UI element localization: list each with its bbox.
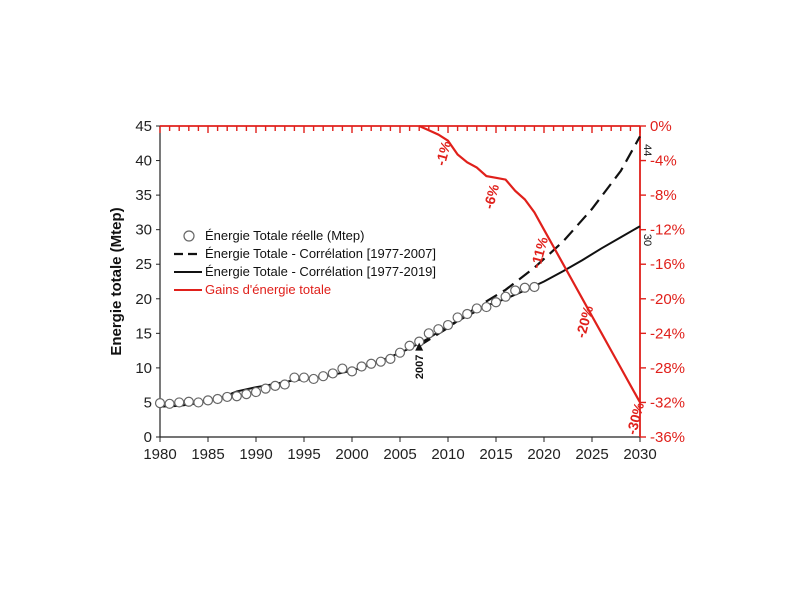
x-tick-label: 2010	[431, 446, 464, 463]
data-point-observed	[471, 303, 482, 314]
y-tick-label: 20	[135, 291, 152, 308]
data-point-observed	[250, 386, 262, 398]
gain-percent-label: -11%	[527, 235, 551, 270]
legend-swatch-observed	[183, 230, 195, 242]
data-point-observed	[385, 353, 396, 365]
data-point-observed	[462, 308, 473, 320]
x-tick-label: 2025	[575, 446, 608, 463]
legend-entry: Gains d'énergie totale	[205, 282, 331, 297]
y-tick-label: 5	[144, 394, 152, 411]
data-point-observed	[231, 391, 242, 402]
x-tick-label: 1995	[287, 446, 320, 463]
data-point-observed	[241, 389, 252, 400]
legend-entry: Énergie Totale - Corrélation [1977-2007]	[205, 246, 436, 261]
data-point-observed	[174, 397, 185, 408]
y2-tick-label: -28%	[650, 360, 685, 377]
data-point-observed	[154, 398, 166, 409]
gain-percent-label: -1%	[432, 139, 454, 168]
x-tick-label: 1990	[239, 446, 272, 463]
data-point-observed	[481, 301, 492, 313]
data-point-observed	[279, 379, 290, 390]
marker-2007-triangle	[415, 342, 424, 351]
x-tick-label: 2030	[623, 446, 656, 463]
x-tick-label: 2000	[335, 446, 368, 463]
x-tick-label: 2015	[479, 446, 512, 463]
data-point-observed	[193, 397, 204, 408]
y-tick-label: 25	[135, 256, 152, 273]
data-point-observed	[490, 297, 502, 308]
y-tick-label: 30	[135, 222, 152, 239]
data-point-observed	[270, 380, 281, 391]
y2-tick-label: -32%	[650, 394, 685, 411]
data-point-observed	[442, 319, 454, 331]
data-point-observed	[202, 395, 214, 406]
x-tick-label: 1980	[143, 446, 176, 463]
data-point-observed	[452, 312, 463, 323]
series-line-corr-1977-2007	[418, 135, 641, 347]
data-point-observed	[423, 328, 434, 339]
series-end-label: 30	[641, 234, 653, 246]
data-point-observed	[298, 372, 310, 383]
data-point-observed	[366, 358, 377, 369]
data-point-observed	[260, 383, 271, 394]
x-tick-label: 1985	[191, 446, 224, 463]
data-point-observed	[183, 396, 194, 407]
y2-tick-label: -24%	[650, 325, 685, 342]
data-point-observed	[519, 282, 530, 293]
y-axis-label: Energie totale (Mtep)	[108, 207, 125, 355]
data-point-observed	[529, 281, 540, 293]
data-point-observed	[404, 340, 415, 351]
gain-percent-label: -20%	[572, 303, 596, 339]
data-point-observed	[212, 393, 223, 405]
data-point-observed	[433, 324, 444, 335]
y-tick-label: 15	[135, 325, 152, 342]
y2-tick-label: 0%	[650, 118, 672, 135]
y-tick-label: 35	[135, 187, 152, 204]
series-end-label: 44	[641, 144, 653, 156]
y2-tick-label: -12%	[650, 222, 685, 239]
data-point-observed	[318, 371, 329, 382]
gain-percent-label: -6%	[480, 182, 502, 211]
y-tick-label: 45	[135, 118, 152, 135]
gain-percent-label: -30%	[623, 400, 647, 436]
data-point-observed	[337, 363, 348, 374]
data-point-observed	[346, 366, 358, 377]
data-point-observed	[356, 361, 367, 372]
y2-tick-label: -16%	[650, 256, 685, 273]
y-tick-label: 40	[135, 153, 152, 170]
data-point-observed	[510, 285, 521, 296]
data-point-observed	[222, 391, 233, 403]
legend-entry: Énergie Totale - Corrélation [1977-2019]	[205, 264, 436, 279]
data-point-observed	[164, 398, 175, 409]
y-tick-label: 10	[135, 360, 152, 377]
y2-tick-label: -36%	[650, 429, 685, 446]
y2-tick-label: -20%	[650, 291, 685, 308]
data-point-observed	[394, 347, 406, 358]
y2-tick-label: -4%	[650, 153, 677, 170]
y-tick-label: 0	[144, 429, 152, 446]
data-point-observed	[375, 356, 386, 367]
legend-entry: Énergie Totale réelle (Mtep)	[205, 228, 364, 243]
data-point-observed	[327, 368, 338, 379]
data-point-observed	[308, 373, 319, 385]
data-point-observed	[289, 372, 300, 383]
data-point-observed	[500, 291, 511, 302]
series-line-gains	[418, 124, 641, 403]
marker-2007-label: 2007	[414, 355, 426, 379]
y2-tick-label: -8%	[650, 187, 677, 204]
x-tick-label: 2020	[527, 446, 560, 463]
x-tick-label: 2005	[383, 446, 416, 463]
